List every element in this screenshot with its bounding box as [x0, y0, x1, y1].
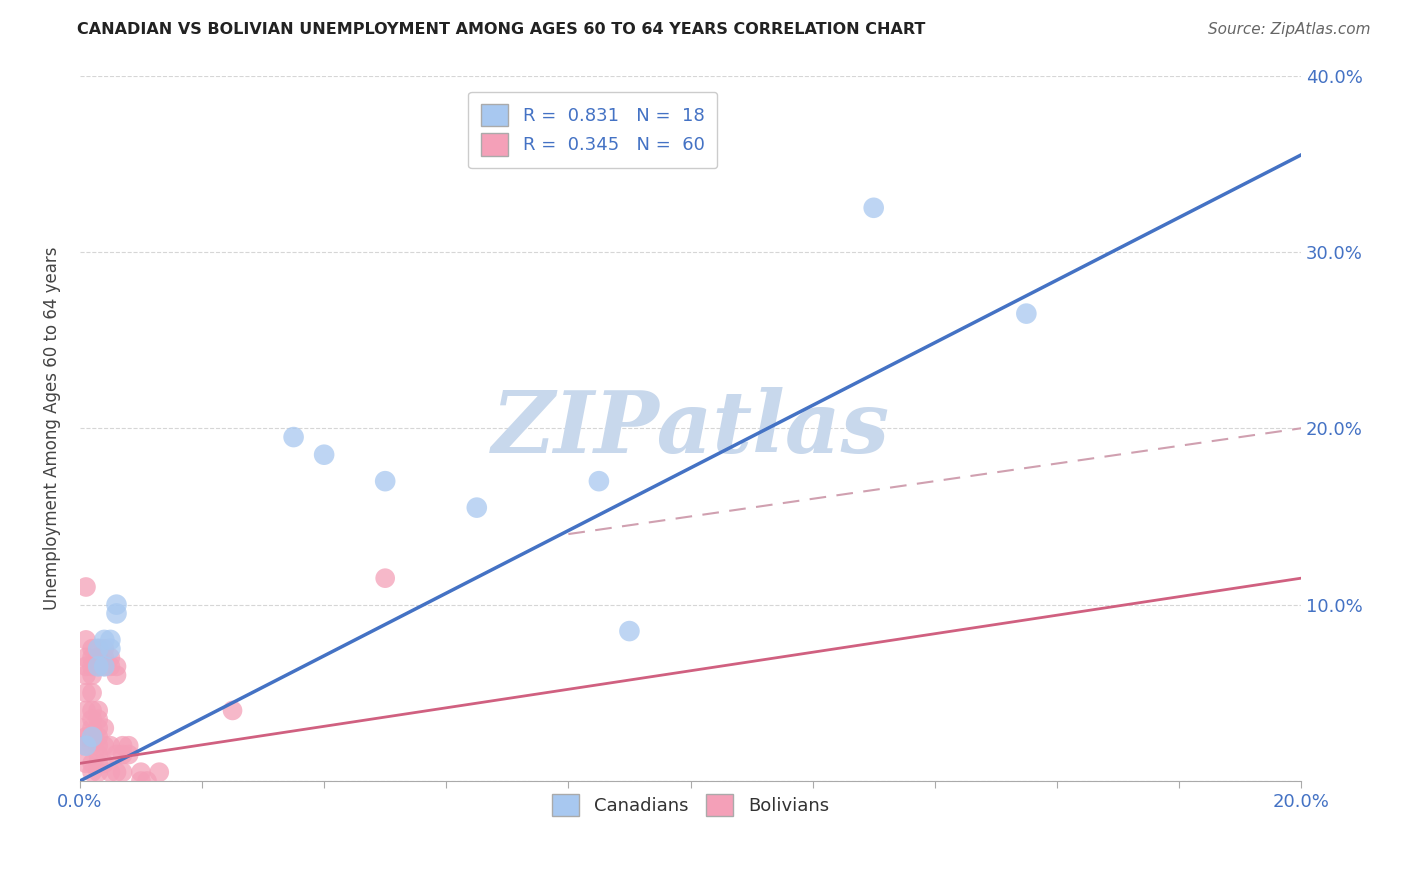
Point [87, 641, 110, 656]
Point [100, 659, 122, 673]
Point [69, 721, 91, 735]
Point [111, 739, 134, 753]
Point [1015, 307, 1038, 321]
Point [87, 641, 110, 656]
Point [93, 641, 115, 656]
Point [87, 650, 110, 665]
Point [87, 721, 110, 735]
Point [374, 474, 396, 488]
Point [283, 430, 305, 444]
Point [87, 730, 110, 744]
Point [87, 659, 110, 673]
Point [465, 500, 488, 515]
Point [69, 739, 91, 753]
Point [93, 756, 115, 771]
Point [93, 739, 115, 753]
Point [93, 632, 115, 647]
Point [80, 641, 103, 656]
Text: Source: ZipAtlas.com: Source: ZipAtlas.com [1208, 22, 1371, 37]
Point [80, 739, 103, 753]
Point [80, 756, 103, 771]
Point [80, 730, 103, 744]
Point [100, 632, 122, 647]
Point [862, 201, 884, 215]
Point [100, 650, 122, 665]
Point [87, 747, 110, 762]
Point [80, 659, 103, 673]
Point [100, 765, 122, 780]
Point [80, 668, 103, 682]
Point [80, 703, 103, 717]
Y-axis label: Unemployment Among Ages 60 to 64 years: Unemployment Among Ages 60 to 64 years [44, 246, 60, 610]
Point [75, 739, 97, 753]
Point [93, 721, 115, 735]
Point [75, 632, 97, 647]
Point [87, 703, 110, 717]
Point [105, 598, 128, 612]
Point [87, 756, 110, 771]
Point [80, 650, 103, 665]
Point [619, 624, 641, 638]
Point [136, 774, 159, 789]
Point [93, 650, 115, 665]
Point [111, 747, 134, 762]
Point [80, 686, 103, 700]
Point [118, 739, 141, 753]
Point [100, 739, 122, 753]
Point [80, 730, 103, 744]
Point [105, 747, 128, 762]
Point [80, 712, 103, 726]
Point [75, 668, 97, 682]
Point [129, 774, 152, 789]
Point [221, 703, 243, 717]
Point [75, 686, 97, 700]
Point [80, 721, 103, 735]
Point [374, 571, 396, 585]
Point [129, 765, 152, 780]
Point [75, 730, 97, 744]
Point [75, 580, 97, 594]
Text: ZIPatlas: ZIPatlas [492, 386, 890, 470]
Point [314, 448, 336, 462]
Point [118, 747, 141, 762]
Point [87, 659, 110, 673]
Point [111, 765, 134, 780]
Point [105, 659, 128, 673]
Point [87, 712, 110, 726]
Point [93, 659, 115, 673]
Text: CANADIAN VS BOLIVIAN UNEMPLOYMENT AMONG AGES 60 TO 64 YEARS CORRELATION CHART: CANADIAN VS BOLIVIAN UNEMPLOYMENT AMONG … [77, 22, 925, 37]
Point [87, 765, 110, 780]
Point [75, 756, 97, 771]
Point [105, 607, 128, 621]
Legend: Canadians, Bolivians: Canadians, Bolivians [543, 785, 838, 825]
Point [80, 765, 103, 780]
Point [93, 659, 115, 673]
Point [75, 650, 97, 665]
Point [588, 474, 610, 488]
Point [148, 765, 170, 780]
Point [105, 668, 128, 682]
Point [105, 765, 128, 780]
Point [100, 641, 122, 656]
Point [75, 703, 97, 717]
Point [75, 659, 97, 673]
Point [87, 739, 110, 753]
Point [75, 739, 97, 753]
